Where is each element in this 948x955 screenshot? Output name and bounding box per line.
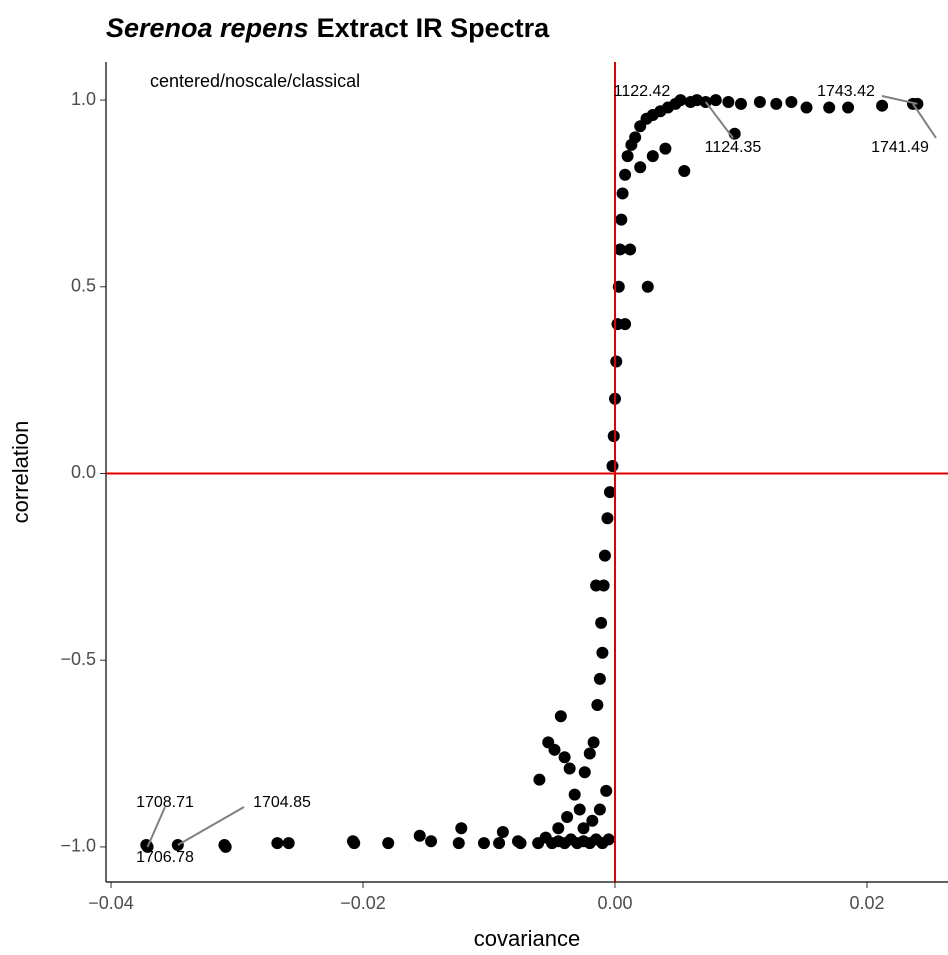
point (709, 94, 722, 107)
point (619, 168, 632, 181)
point (876, 99, 889, 112)
point (514, 837, 527, 850)
point (496, 825, 509, 838)
point (602, 833, 615, 846)
point (634, 161, 647, 174)
y-tick-label: 0.5 (71, 276, 96, 296)
point (558, 751, 571, 764)
point (586, 814, 599, 827)
y-axis-title: correlation (8, 421, 33, 524)
point (606, 460, 619, 473)
point (646, 150, 659, 163)
point-label: 1704.85 (253, 794, 311, 811)
point (674, 94, 687, 107)
point (587, 736, 600, 749)
point (753, 95, 766, 108)
point (601, 512, 614, 525)
y-tick-label: 1.0 (71, 89, 96, 109)
point (493, 837, 506, 850)
y-tick-label: −1.0 (60, 836, 96, 856)
point (842, 101, 855, 114)
title-italic: Serenoa repens (106, 13, 309, 43)
point-label: 1706.78 (136, 849, 194, 866)
point (659, 142, 672, 155)
point (455, 822, 468, 835)
point (614, 243, 627, 256)
point (452, 837, 465, 850)
point (382, 837, 395, 850)
point (770, 97, 783, 110)
point (552, 822, 565, 835)
point (413, 829, 426, 842)
point (800, 101, 813, 114)
point (533, 773, 546, 786)
chart-title: Serenoa repens Extract IR Spectra (106, 13, 550, 43)
x-tick-label: 0.02 (849, 893, 884, 913)
point (785, 95, 798, 108)
point (590, 579, 603, 592)
point (477, 837, 490, 850)
point (595, 616, 608, 629)
point (600, 784, 613, 797)
point (568, 788, 581, 801)
point (823, 101, 836, 114)
point-label: 1124.35 (705, 139, 762, 156)
point (629, 131, 642, 144)
point (593, 672, 606, 685)
point (554, 710, 567, 723)
leader-line (881, 95, 918, 105)
annotation: centered/noscale/classical (150, 71, 360, 91)
point (271, 837, 284, 850)
y-tick-label: 0.0 (71, 462, 96, 482)
point (577, 822, 590, 835)
point (548, 743, 561, 756)
point (573, 803, 586, 816)
point (583, 747, 596, 760)
leader-line (912, 103, 937, 139)
point (678, 165, 691, 178)
x-tick-label: −0.04 (88, 893, 134, 913)
leader-line (704, 101, 734, 139)
point (561, 811, 574, 824)
point-label: 1708.71 (136, 794, 194, 811)
leader-line (146, 806, 166, 848)
point (591, 699, 604, 712)
point (619, 318, 632, 331)
point (282, 837, 295, 850)
x-axis-title: covariance (474, 926, 580, 951)
point (348, 837, 361, 850)
point (578, 766, 591, 779)
x-tick-label: 0.00 (597, 893, 632, 913)
point (563, 762, 576, 775)
point (219, 840, 232, 853)
point (596, 646, 609, 659)
point-label: 1743.42 (817, 83, 875, 100)
point (598, 549, 611, 562)
leader-line (177, 806, 245, 846)
point (593, 803, 606, 816)
point (615, 213, 628, 226)
point (734, 97, 747, 110)
point (603, 486, 616, 499)
point (621, 150, 634, 163)
point (610, 355, 623, 368)
point-label: 1122.42 (614, 83, 671, 100)
point (641, 280, 654, 293)
point (616, 187, 629, 200)
point-label: 1741.49 (871, 139, 929, 156)
point (425, 835, 438, 848)
point (624, 243, 637, 256)
title-rest: Extract IR Spectra (317, 13, 551, 43)
point (607, 430, 620, 443)
point (722, 95, 735, 108)
x-tick-label: −0.02 (340, 893, 386, 913)
y-tick-label: −0.5 (60, 649, 96, 669)
